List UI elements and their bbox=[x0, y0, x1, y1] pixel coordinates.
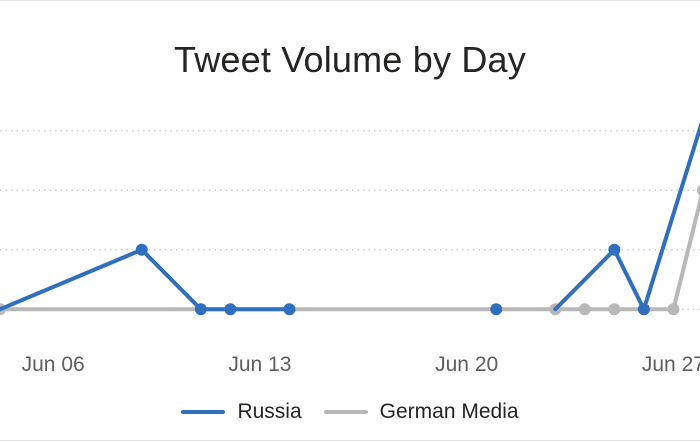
x-tick-label: Jun 06 bbox=[22, 353, 85, 376]
legend-label: Russia bbox=[237, 400, 302, 423]
chart-legend: Russia German Media bbox=[0, 400, 700, 424]
legend-item-russia[interactable]: Russia bbox=[181, 400, 302, 424]
x-tick-label: Jun 27 bbox=[642, 353, 700, 376]
legend-item-german-media[interactable]: German Media bbox=[323, 400, 519, 424]
series-line-russia bbox=[0, 247, 292, 312]
data-point-russia bbox=[490, 303, 503, 316]
data-point-german-media bbox=[696, 185, 700, 196]
data-point-russia bbox=[608, 243, 621, 256]
legend-label: German Media bbox=[379, 400, 519, 423]
data-point-german-media bbox=[578, 303, 591, 316]
x-tick-label: Jun 13 bbox=[228, 353, 291, 376]
data-point-russia bbox=[224, 303, 237, 316]
x-tick-label: Jun 20 bbox=[435, 353, 498, 376]
data-point-russia bbox=[135, 243, 148, 256]
chart-title: Tweet Volume by Day bbox=[174, 39, 526, 80]
legend-swatch bbox=[323, 410, 368, 414]
data-point-russia bbox=[637, 303, 650, 316]
data-point-russia bbox=[194, 303, 207, 316]
data-point-russia bbox=[283, 303, 296, 316]
series-line-russia bbox=[553, 121, 700, 312]
data-point-german-media bbox=[667, 303, 680, 316]
data-point-german-media bbox=[608, 303, 621, 316]
legend-swatch bbox=[181, 410, 226, 414]
